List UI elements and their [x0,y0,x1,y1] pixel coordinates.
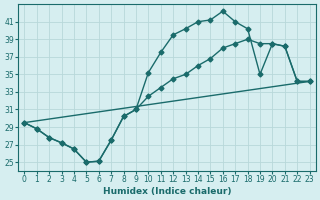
X-axis label: Humidex (Indice chaleur): Humidex (Indice chaleur) [103,187,231,196]
